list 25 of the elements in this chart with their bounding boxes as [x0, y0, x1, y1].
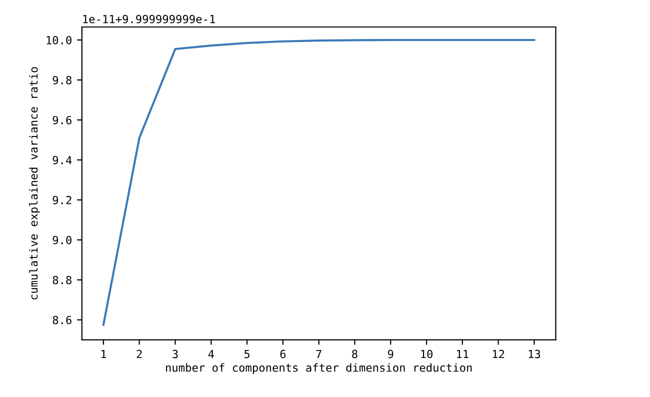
y-tick-label: 9.0 [52, 236, 72, 244]
x-tick-label: 8 [352, 350, 358, 358]
x-tick-label: 9 [388, 350, 394, 358]
x-tick-label: 7 [316, 350, 322, 358]
x-axis-title: number of components after dimension reduction [166, 363, 472, 374]
x-tick-label: 1 [101, 350, 106, 358]
y-tick-label: 8.8 [52, 276, 72, 284]
text: 1e-11+9.999999999e-1 [83, 14, 215, 24]
y-tick-label: 8.6 [52, 316, 72, 324]
y-tick-label: 9.8 [52, 76, 72, 84]
x-tick-label: 13 [528, 350, 540, 358]
y-tick-label: 9.6 [52, 116, 72, 124]
x-tick-label: 4 [208, 350, 214, 358]
y-axis-title: cumulative explained variance ratio [29, 67, 40, 300]
y-tick-label: 9.2 [52, 196, 72, 204]
x-tick-label: 12 [492, 350, 504, 358]
x-tick-label: 5 [244, 350, 250, 358]
y-tick-label: 10.0 [46, 36, 72, 44]
x-tick-label: 10 [421, 350, 432, 358]
x-tick-label: 11 [457, 350, 468, 358]
x-tick-label: 2 [136, 350, 142, 358]
x-tick-label: 6 [280, 350, 286, 358]
x-tick-label: 3 [172, 350, 178, 358]
y-tick-label: 9.4 [52, 156, 72, 164]
line-series [102, 38, 536, 326]
